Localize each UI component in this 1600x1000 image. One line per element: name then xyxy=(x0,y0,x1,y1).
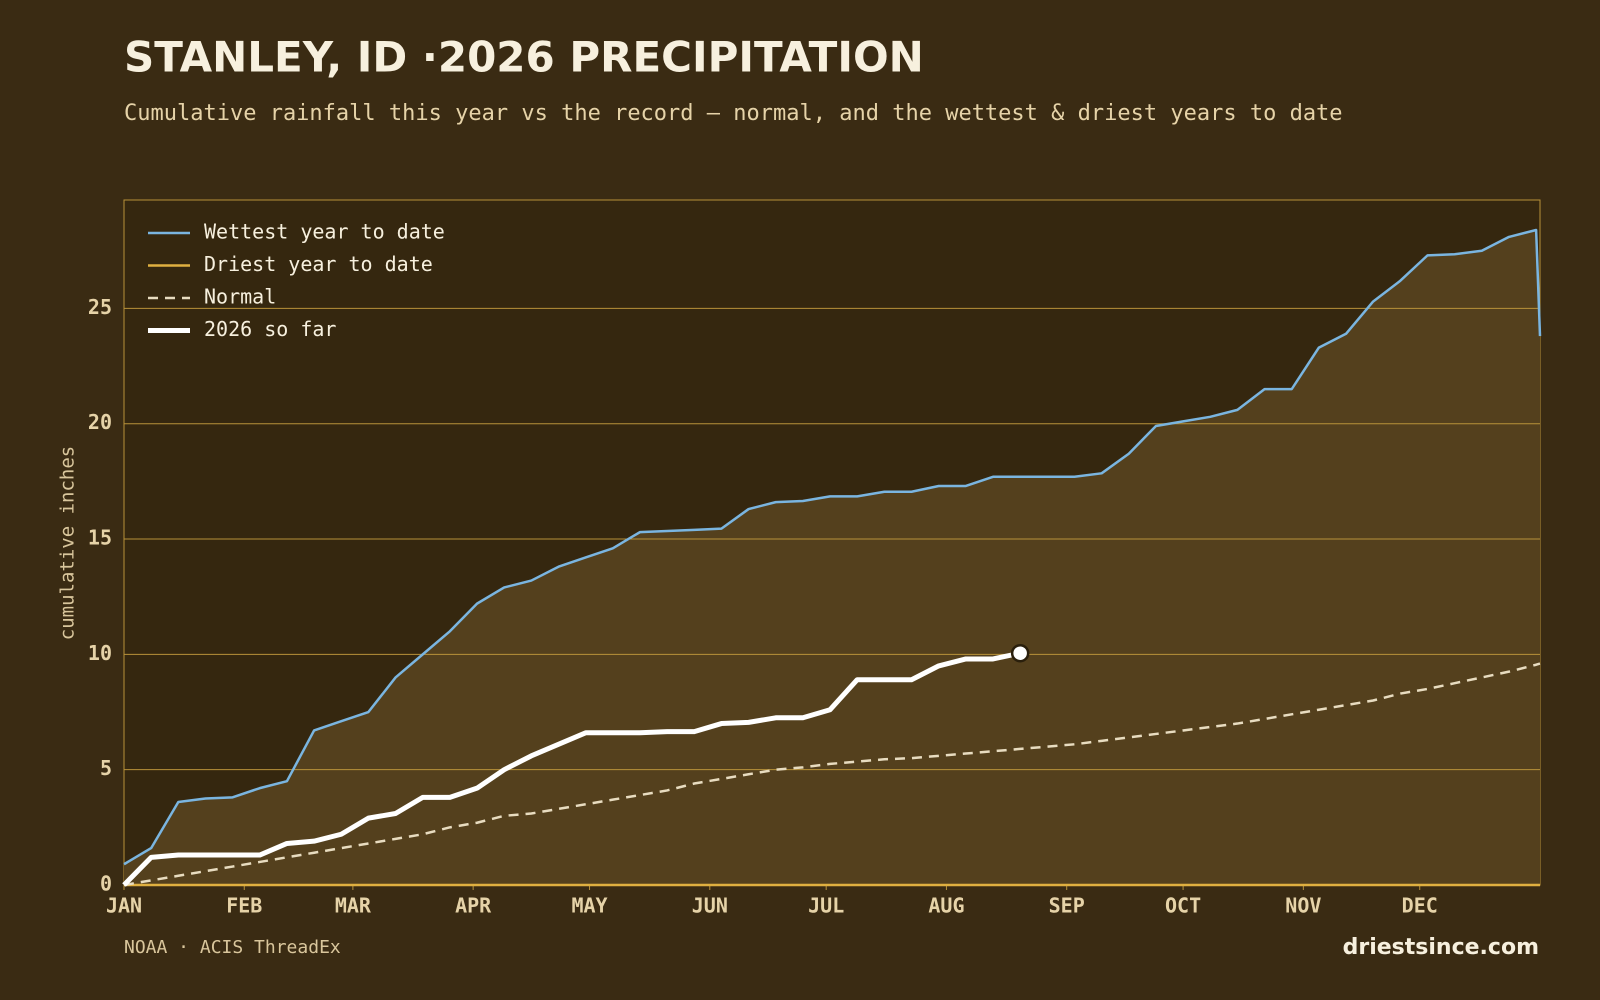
series-line xyxy=(123,662,1541,887)
legend-label: Normal xyxy=(204,285,276,309)
y-tick-label: 5 xyxy=(100,756,112,780)
x-tick-label: MAR xyxy=(335,894,372,918)
legend-label: Wettest year to date xyxy=(204,220,445,244)
x-tick-label: FEB xyxy=(226,894,262,918)
y-tick-label: 0 xyxy=(100,872,112,896)
y-tick-label: 15 xyxy=(88,526,112,550)
y-tick-label: 10 xyxy=(88,641,112,665)
y-tick-label: 20 xyxy=(88,410,112,434)
legend-label: Driest year to date xyxy=(204,252,433,276)
x-tick-label: APR xyxy=(455,894,492,918)
x-tick-label: AUG xyxy=(928,894,964,918)
current-point xyxy=(1010,643,1030,663)
legend-label: 2026 so far xyxy=(204,317,336,341)
chart-subtitle: Cumulative rainfall this year vs the rec… xyxy=(124,101,1343,126)
brand: driestsince.com xyxy=(1343,935,1539,960)
x-tick-label: SEP xyxy=(1049,894,1085,918)
series-line xyxy=(123,228,1542,866)
x-tick-label: DEC xyxy=(1402,894,1438,918)
chart-title: STANLEY, ID ·2026 PRECIPITATION xyxy=(124,33,924,82)
series-line xyxy=(122,650,1021,887)
x-tick-label: MAY xyxy=(571,894,607,918)
y-axis-label: cumulative inches xyxy=(57,446,79,640)
range-band xyxy=(124,229,1540,886)
y-tick-label: 25 xyxy=(88,295,112,319)
x-tick-label: JAN xyxy=(106,894,142,918)
x-tick-label: NOV xyxy=(1285,894,1321,918)
x-tick-label: JUN xyxy=(692,894,728,918)
x-tick-label: JUL xyxy=(808,894,844,918)
source-note: NOAA · ACIS ThreadEx xyxy=(124,937,341,958)
x-tick-label: OCT xyxy=(1165,894,1201,918)
